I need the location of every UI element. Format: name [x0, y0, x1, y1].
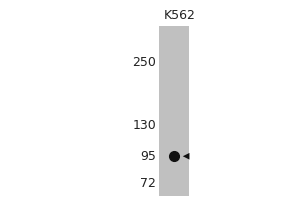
Text: 72: 72: [140, 177, 156, 190]
Text: K562: K562: [164, 9, 196, 22]
Text: 250: 250: [132, 56, 156, 69]
Bar: [159, 26, 189, 196]
Text: 95: 95: [140, 150, 156, 163]
Text: 130: 130: [132, 119, 156, 132]
